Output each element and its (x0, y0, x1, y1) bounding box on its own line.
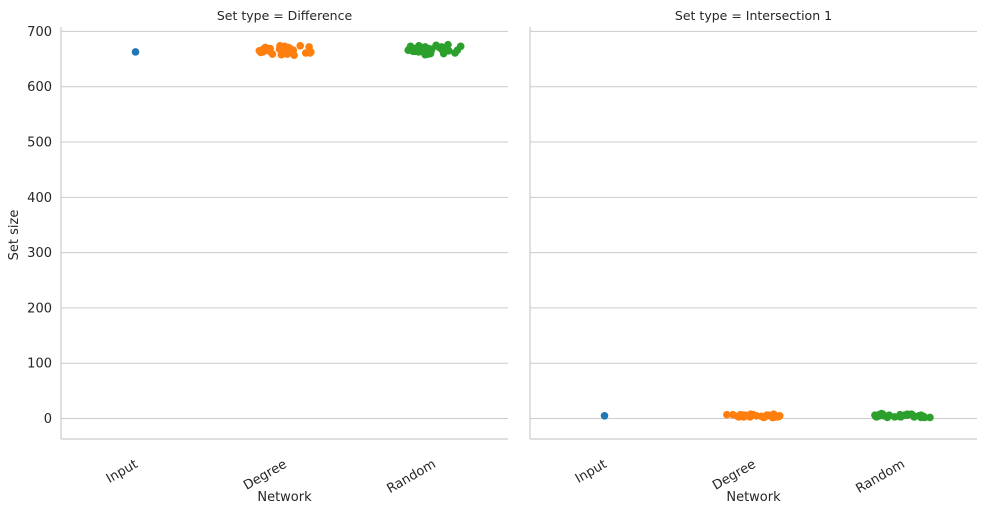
y-tick-label: 500 (27, 136, 52, 151)
y-tick-label: 400 (27, 191, 52, 206)
data-point (917, 411, 926, 420)
y-tick-label: 100 (27, 357, 52, 372)
data-point (437, 43, 446, 51)
y-tick-label: 700 (27, 25, 52, 40)
y-tick-label: 600 (27, 80, 52, 95)
data-point (600, 411, 609, 420)
data-point (743, 411, 752, 420)
x-axis-label: Network (257, 490, 312, 505)
data-point (306, 49, 314, 57)
panel-title: Set type = Difference (217, 8, 353, 23)
data-point (444, 40, 452, 49)
data-point (276, 42, 284, 50)
data-point (290, 51, 298, 60)
data-point (871, 412, 880, 421)
data-point (900, 411, 909, 420)
data-point (439, 49, 448, 58)
data-point (926, 413, 934, 422)
panel-intersection-1: Input Degree Random Set type = Intersection… (529, 8, 977, 505)
x-tick-label: Random (384, 457, 438, 497)
data-point (424, 44, 433, 53)
data-point (878, 410, 887, 418)
x-axis-label: Network (726, 490, 781, 505)
data-point (907, 410, 916, 418)
data-point (736, 410, 745, 419)
x-tick-label: Input (104, 457, 141, 487)
data-point (404, 46, 412, 55)
x-tick-label: Input (573, 457, 610, 487)
x-tick-label: Degree (241, 457, 289, 494)
data-point (451, 49, 459, 57)
panel-title: Set type = Intersection 1 (675, 8, 832, 23)
data-point (131, 48, 140, 56)
y-tick-label: 200 (27, 301, 52, 316)
data-point (283, 50, 292, 58)
y-tick-label: 0 (44, 412, 52, 427)
data-point (723, 410, 731, 419)
panel-difference: 0 100 200 300 400 500 600 700 Input Degree Random S… (27, 8, 508, 505)
x-tick-label: Degree (710, 457, 758, 494)
data-point (414, 44, 422, 52)
data-point (263, 46, 271, 55)
y-tick-label: 300 (27, 246, 52, 261)
data-point (752, 411, 761, 420)
data-point (296, 42, 305, 50)
data-point (775, 412, 783, 421)
x-tick-label: Random (853, 457, 907, 497)
y-axis-label: Set size (7, 210, 22, 261)
data-point (762, 411, 771, 420)
